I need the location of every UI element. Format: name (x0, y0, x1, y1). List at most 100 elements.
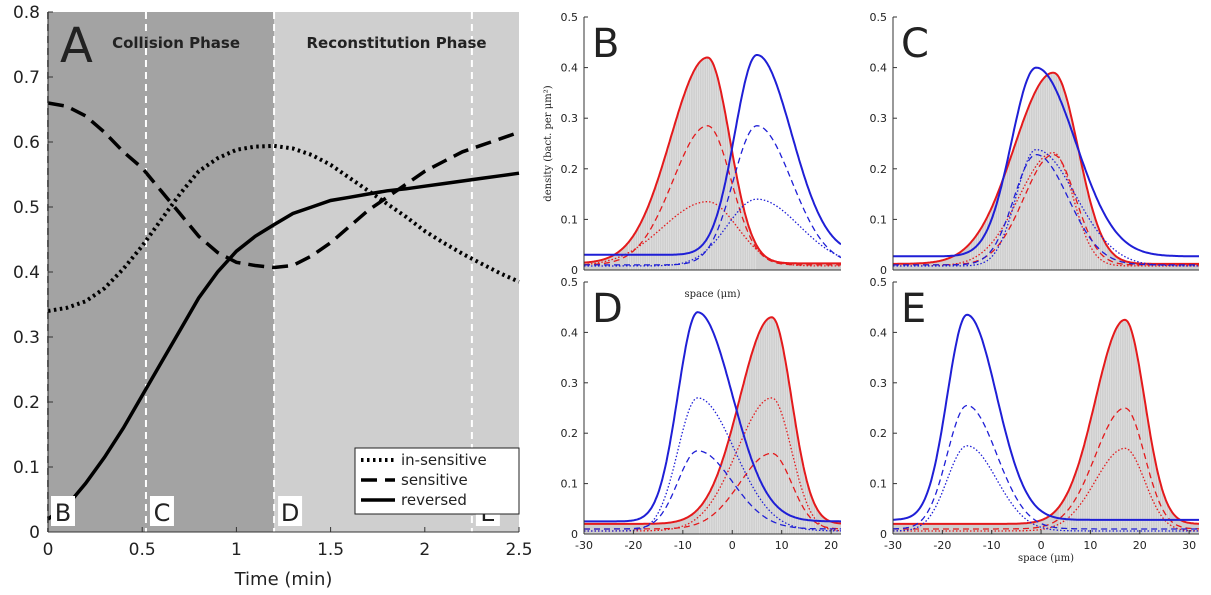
marker-label-D: D (281, 499, 299, 527)
x-tick-label: 0 (1038, 539, 1045, 552)
x-tick-label: 0.5 (129, 540, 156, 560)
y-tick-label: 0.5 (561, 11, 579, 24)
y-tick-label: 0.5 (13, 198, 40, 218)
x-axis-title: space (μm) (685, 289, 741, 300)
x-tick-label: -20 (624, 539, 642, 552)
y-tick-label: 0.1 (561, 213, 579, 226)
y-tick-label: 0.4 (561, 326, 579, 339)
y-tick-label: 0.1 (561, 478, 579, 491)
y-tick-label: 0.2 (870, 427, 888, 440)
curve-blue-dashed (584, 450, 841, 530)
y-tick-label: 0.5 (870, 276, 888, 289)
y-tick-label: 0.1 (870, 213, 888, 226)
x-tick-label: -10 (674, 539, 692, 552)
marker-label-C: C (154, 499, 171, 527)
panel-c: 0 0.1 0.2 0.3 0.4 0.5 C (870, 11, 1199, 277)
plot-area (893, 313, 1199, 534)
curve-blue-total (893, 313, 1199, 521)
y-tick-label: 0.5 (561, 276, 579, 289)
phase-label: Reconstitution Phase (306, 34, 486, 52)
y-tick-label: 0.8 (13, 3, 40, 23)
curve-blue-dotted (893, 445, 1199, 532)
plot-area (584, 311, 841, 534)
series-line-in-sensitive (47, 143, 520, 313)
x-tick-label: 0 (43, 540, 54, 560)
panel-b: 0 0.1 0.2 0.3 0.4 0.5 space (μm) density (bact.… (543, 11, 841, 300)
x-tick-label: 20 (824, 539, 838, 552)
curve-blue-total (893, 66, 1199, 258)
legend-label-in-sensitive: in-sensitive (401, 451, 487, 469)
y-tick-label: 0 (571, 264, 578, 277)
panel-e: 0 0.1 0.2 0.3 0.4 0.5 -30 -20 -10 0 10 20 30 space (μ… (870, 276, 1199, 564)
y-tick-label: 0.3 (561, 377, 579, 390)
curve-blue-dotted (584, 198, 841, 267)
phase-label: Collision Phase (112, 34, 240, 52)
curve-blue-dashed (893, 404, 1199, 530)
x-tick-label: -20 (933, 539, 951, 552)
curve-blue-total (584, 311, 841, 523)
panel-d: 0 0.1 0.2 0.3 0.4 0.5 -30 -20 -10 0 10 20 D (561, 276, 841, 552)
x-axis-title: space (μm) (1018, 553, 1074, 564)
y-axis-title: density (bact. per μm²) (543, 85, 554, 201)
x-tick-label: 1 (231, 540, 242, 560)
y-tick-label: 0.3 (561, 112, 579, 125)
legend-label-sensitive: sensitive (401, 471, 468, 489)
marker-box (278, 496, 303, 526)
curve-red-total (584, 56, 841, 265)
plot-area (584, 54, 841, 270)
curve-red-dotted (584, 201, 841, 267)
x-tick-label: 1.5 (317, 540, 344, 560)
shaded-area (893, 319, 1199, 534)
y-tick-label: 0.6 (13, 133, 40, 153)
panel-letter-d: D (592, 286, 623, 332)
x-axis-title: Time (min) (234, 569, 333, 590)
curve-blue-dashed (584, 125, 841, 266)
marker-box (149, 496, 174, 526)
y-tick-label: 0.5 (870, 11, 888, 24)
x-tick-label: 2 (419, 540, 430, 560)
curve-blue-dashed (893, 153, 1199, 266)
curve-red-total (893, 318, 1199, 525)
y-tick-label: 0 (880, 528, 887, 541)
panel-letter-b: B (592, 21, 619, 67)
legend-box (354, 447, 520, 515)
shaded-area (584, 57, 841, 270)
y-tick-label: 0.4 (561, 62, 579, 75)
y-tick-label: 0.4 (870, 326, 888, 339)
marker-label-B: B (55, 499, 71, 527)
series-line-sensitive (47, 101, 520, 270)
series-line-reversed (47, 171, 520, 521)
y-tick-label: 0.3 (870, 112, 888, 125)
x-tick-label: -10 (983, 539, 1001, 552)
y-tick-label: 0.1 (870, 478, 888, 491)
x-tick-label: 10 (775, 539, 789, 552)
curve-blue-total (584, 54, 841, 256)
x-tick-label: 2.5 (505, 540, 532, 560)
y-tick-label: 0.4 (870, 62, 888, 75)
y-tick-label: 0 (29, 523, 40, 543)
y-tick-label: 0 (880, 264, 887, 277)
marker-box (51, 496, 75, 526)
panel-letter-c: C (901, 21, 929, 67)
y-tick-label: 0.3 (870, 377, 888, 390)
curve-red-total (584, 316, 841, 525)
phase-band-1 (274, 12, 519, 532)
plot-area (893, 66, 1199, 270)
y-tick-label: 0.2 (561, 163, 579, 176)
x-tick-label: -30 (575, 539, 593, 552)
legend-label-reversed: reversed (401, 491, 467, 509)
x-tick-label: -30 (884, 539, 902, 552)
panel-letter-e: E (901, 286, 926, 332)
x-tick-label: 10 (1083, 539, 1097, 552)
y-tick-label: 0 (571, 528, 578, 541)
y-tick-label: 0.2 (561, 427, 579, 440)
panel-letter-a: A (60, 18, 93, 74)
y-tick-label: 0.7 (13, 68, 40, 88)
curve-blue-dotted (893, 148, 1199, 267)
y-tick-label: 0.2 (13, 393, 40, 413)
curve-blue-dotted (584, 397, 841, 532)
y-tick-label: 0.3 (13, 328, 40, 348)
phase-band-0 (48, 12, 275, 532)
